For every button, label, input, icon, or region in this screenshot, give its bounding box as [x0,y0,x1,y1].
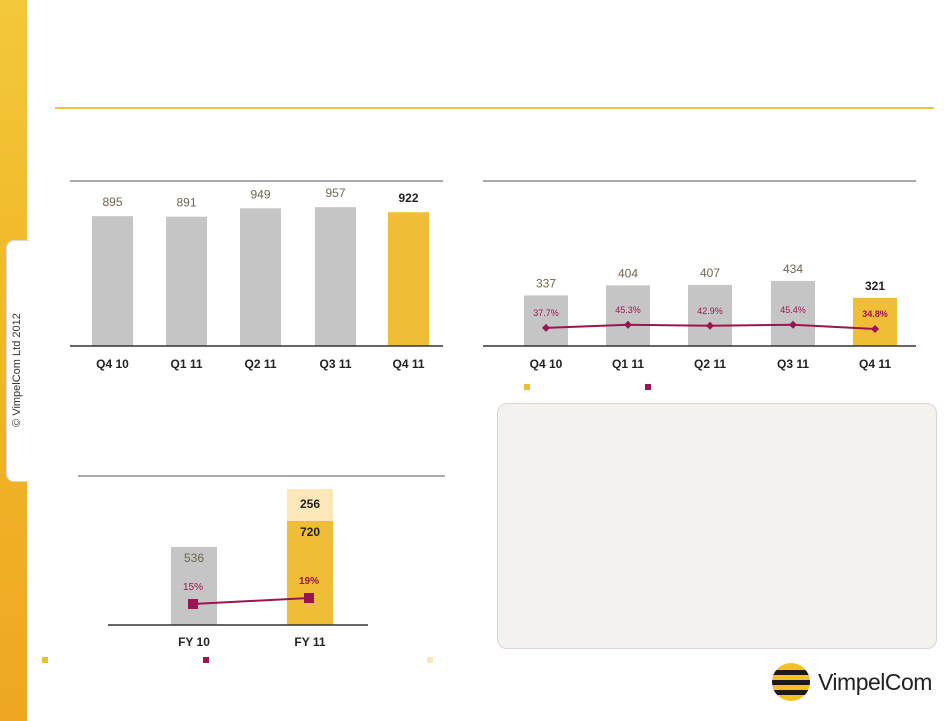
chart-a-value-label: 895 [102,195,122,209]
chart-b-line-label: 45.3% [615,305,641,315]
chart-a-tick-label: Q1 11 [170,357,202,371]
title-divider [55,107,934,109]
vimpelcom-logo: VimpelCom [770,660,940,704]
chart-a-value-label: 949 [250,187,270,201]
chart-c-line-label: 19% [299,576,319,587]
chart-b-bar [688,284,732,346]
chart-b-line-label: 37.7% [533,308,559,318]
logo-wordmark: VimpelCom [818,669,932,695]
chart-b-value-label: 434 [783,262,803,276]
chart-b-line-label: 34.8% [862,309,888,319]
chart-quarterly-bars: 895 Q4 10 891 Q1 11 949 Q2 11 957 Q3 11 922 Q4 11 [70,180,443,371]
chart-quarterly-bars-with-line: 337 Q4 10 404 Q1 11 407 Q2 11 434 Q3 11 321 Q4 11… [483,180,916,371]
chart-b-tick-label: Q4 11 [859,357,891,371]
chart-legends [42,384,651,663]
left-side-tab [6,240,29,482]
chart-c-stacked-label: 256 [300,497,320,511]
chart-a-tick-label: Q4 11 [392,357,424,371]
chart-b-value-label: 407 [700,266,720,280]
chart-annual-stacked-bars: 536 FY 10 720 256 FY 11 15% 19% [78,475,445,649]
legend-swatch-gold [524,384,530,390]
chart-a-bar [240,208,281,346]
chart-b-line-point [789,320,797,329]
chart-a-bar [166,216,207,346]
chart-c-line-point [304,593,314,603]
chart-c-line-point [188,599,198,609]
chart-c-series-line [192,597,310,605]
chart-b-bar [524,295,568,346]
bee-logo-icon [772,663,810,701]
chart-a-bar [92,216,133,346]
chart-a-bar [388,212,429,346]
chart-b-bar [771,280,815,346]
chart-c-stacked-bar [287,489,333,521]
chart-a-value-label: 891 [176,196,196,210]
chart-b-line-label: 42.9% [697,306,723,316]
legend-swatch-gold [42,657,48,663]
chart-b-tick-label: Q3 11 [777,357,809,371]
chart-c-value-label: 536 [184,551,204,565]
legend-swatch-maroon [645,384,651,390]
chart-c-tick-label: FY 11 [294,635,325,649]
chart-c-bar [287,521,333,625]
legend-swatch-maroon [203,657,209,663]
chart-b-line-point [542,323,550,332]
chart-b-line-label: 45.4% [780,305,806,315]
chart-b-tick-label: Q4 10 [530,357,563,371]
chart-a-bar [315,207,356,346]
chart-c-line-label: 15% [183,582,203,593]
chart-c-tick-label: FY 10 [178,635,210,649]
chart-b-tick-label: Q2 11 [694,357,726,371]
commentary-box [497,403,937,649]
chart-a-tick-label: Q4 10 [96,357,129,371]
chart-a-tick-label: Q3 11 [319,357,351,371]
chart-b-line-point [624,320,632,329]
chart-b-bar [606,285,650,346]
chart-c-bar [171,547,217,625]
chart-a-value-label: 957 [325,186,345,200]
chart-c-value-label: 720 [300,525,320,539]
chart-a-tick-label: Q2 11 [244,357,276,371]
chart-b-value-label: 404 [618,266,638,280]
chart-b-value-label: 321 [865,279,885,293]
chart-b-tick-label: Q1 11 [612,357,644,371]
chart-a-value-label: 922 [398,191,418,205]
chart-b-line-point [706,321,714,330]
chart-b-value-label: 337 [536,276,556,290]
legend-swatch-light-gold [427,657,433,663]
chart-b-line-point [871,325,879,333]
chart-b-bar [853,297,897,346]
